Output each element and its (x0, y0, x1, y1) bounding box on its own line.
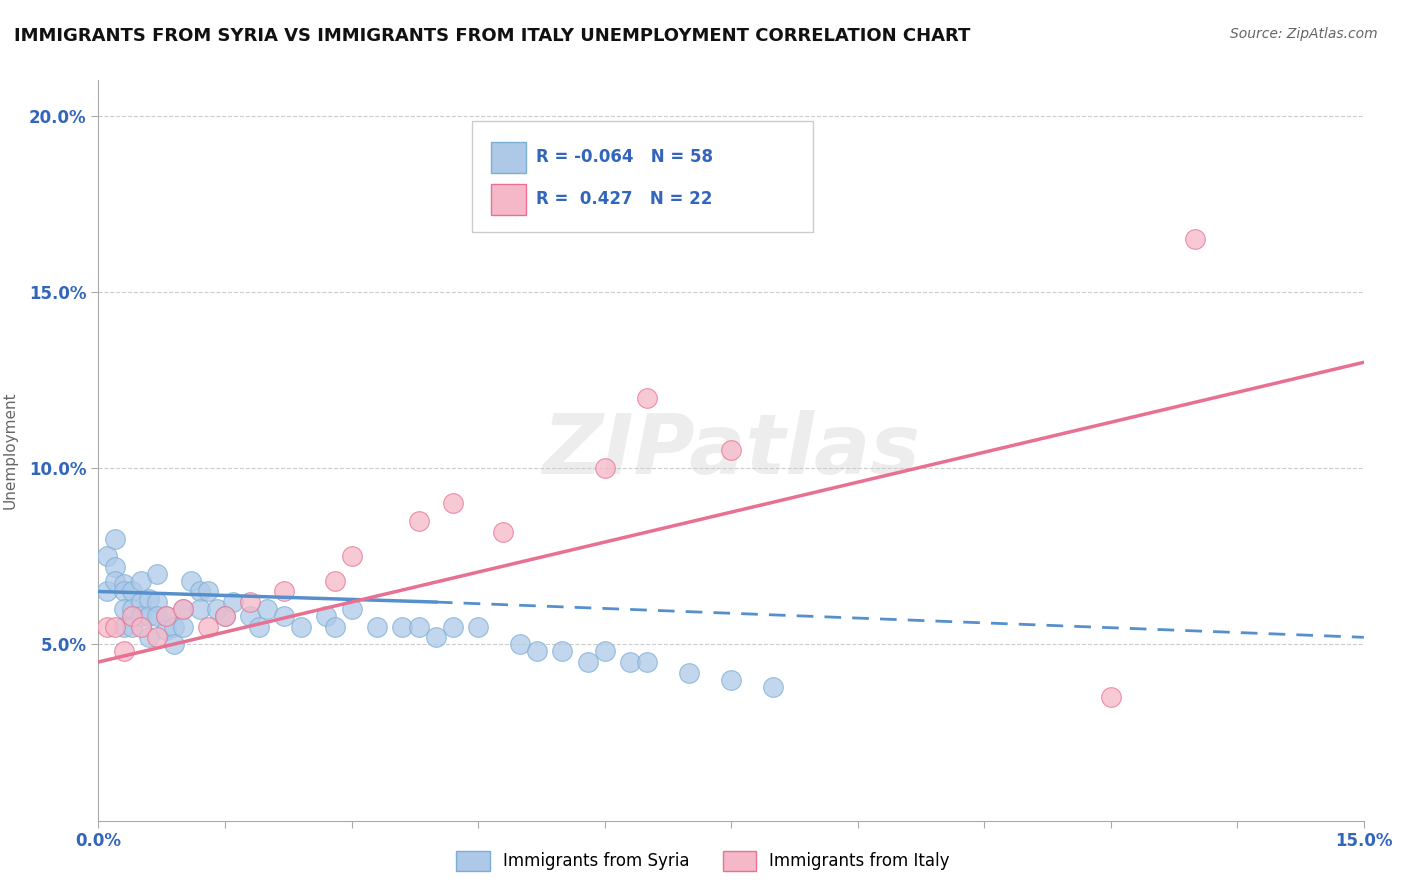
Point (121, 620, 143, 634)
Legend: Immigrants from Syria, Immigrants from Italy: Immigrants from Syria, Immigrants from I… (449, 842, 957, 880)
Point (526, 644, 548, 658)
Point (340, 549, 363, 564)
Point (180, 574, 202, 588)
Text: R =  0.427   N = 22: R = 0.427 N = 22 (536, 190, 713, 208)
Point (96, 584, 118, 599)
Point (315, 609, 337, 624)
Point (593, 644, 616, 658)
Point (138, 591, 160, 606)
Point (214, 609, 236, 624)
Point (121, 602, 143, 616)
Point (121, 609, 143, 624)
Bar (491, 184, 526, 215)
Point (96, 620, 118, 634)
Point (205, 602, 228, 616)
Point (492, 524, 515, 539)
Point (172, 602, 194, 616)
Point (762, 680, 785, 694)
Point (104, 620, 127, 634)
Point (340, 602, 363, 616)
Point (619, 655, 641, 669)
Point (129, 574, 152, 588)
Point (551, 644, 574, 658)
Point (155, 624, 177, 638)
Point (593, 461, 616, 475)
Point (188, 602, 211, 616)
Point (146, 566, 169, 581)
Point (1099, 690, 1122, 705)
Point (104, 532, 127, 546)
Point (720, 443, 742, 458)
Point (1184, 232, 1206, 246)
Text: Source: ZipAtlas.com: Source: ZipAtlas.com (1230, 27, 1378, 41)
Point (391, 620, 413, 634)
Point (138, 630, 160, 644)
Text: R = -0.064   N = 58: R = -0.064 N = 58 (536, 147, 713, 166)
Point (155, 609, 177, 624)
Point (256, 602, 278, 616)
Text: ZIPatlas: ZIPatlas (543, 410, 920, 491)
Point (247, 620, 270, 634)
Point (239, 595, 262, 609)
Point (509, 637, 531, 651)
Point (146, 595, 169, 609)
Point (408, 514, 430, 528)
Point (121, 584, 143, 599)
Point (155, 609, 177, 624)
Point (214, 609, 236, 624)
Point (104, 574, 127, 588)
Point (112, 644, 135, 658)
Point (197, 584, 219, 599)
Point (129, 609, 152, 624)
Point (678, 665, 700, 680)
Point (290, 620, 312, 634)
Point (112, 584, 135, 599)
Y-axis label: Unemployment: Unemployment (3, 392, 18, 509)
Point (239, 609, 262, 624)
FancyBboxPatch shape (471, 121, 813, 232)
Point (112, 602, 135, 616)
Point (104, 559, 127, 574)
Point (576, 655, 599, 669)
Point (408, 620, 430, 634)
Point (172, 602, 194, 616)
Text: IMMIGRANTS FROM SYRIA VS IMMIGRANTS FROM ITALY UNEMPLOYMENT CORRELATION CHART: IMMIGRANTS FROM SYRIA VS IMMIGRANTS FROM… (14, 27, 970, 45)
Point (138, 609, 160, 624)
Point (129, 620, 152, 634)
Point (273, 609, 295, 624)
Point (425, 630, 447, 644)
Point (366, 620, 388, 634)
Point (188, 584, 211, 599)
Point (441, 496, 464, 510)
Point (163, 637, 186, 651)
Point (441, 620, 464, 634)
Point (273, 584, 295, 599)
Point (129, 595, 152, 609)
Point (467, 620, 489, 634)
Point (163, 620, 186, 634)
Point (146, 609, 169, 624)
Point (146, 630, 169, 644)
Point (222, 595, 245, 609)
Point (323, 574, 346, 588)
Point (720, 673, 742, 687)
Point (112, 620, 135, 634)
Point (96, 549, 118, 564)
Point (636, 655, 658, 669)
Point (636, 391, 658, 405)
Point (323, 620, 346, 634)
Point (172, 620, 194, 634)
Bar (491, 142, 526, 173)
Point (112, 577, 135, 591)
Point (197, 620, 219, 634)
